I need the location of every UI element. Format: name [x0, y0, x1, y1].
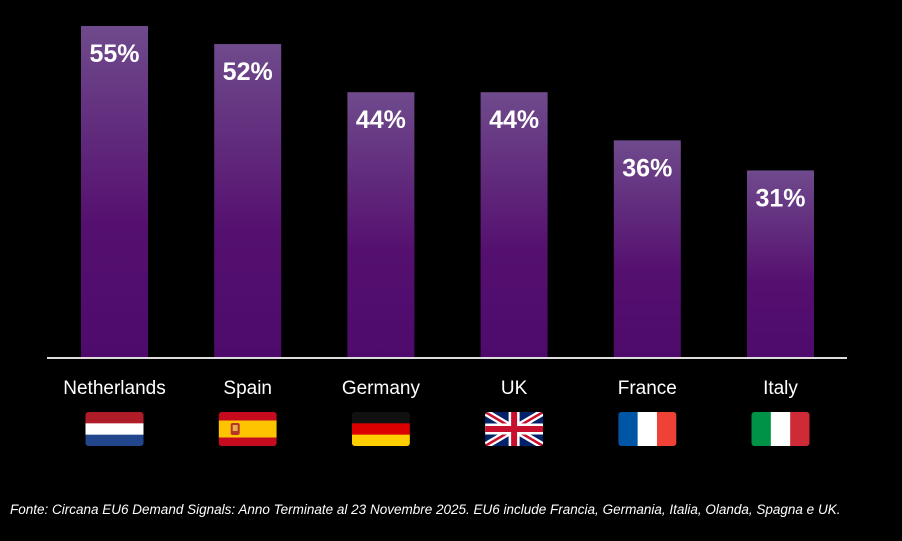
- france-flag-icon: [618, 412, 677, 446]
- data-label: 44%: [489, 106, 539, 134]
- bar-netherlands: [81, 26, 148, 357]
- category-label: France: [618, 378, 677, 399]
- germany-flag-icon: [351, 412, 410, 446]
- data-label: 52%: [223, 58, 273, 86]
- data-label: 36%: [622, 154, 672, 182]
- data-label: 31%: [755, 184, 805, 212]
- netherlands-flag-icon: [85, 412, 144, 446]
- category-label: Netherlands: [63, 378, 165, 399]
- bar-italy: [747, 170, 814, 357]
- source-note: Fonte: Circana EU6 Demand Signals: Anno …: [10, 502, 841, 517]
- uk-flag-icon: [485, 412, 544, 446]
- bar-france: [613, 140, 681, 357]
- bar-uk: [480, 92, 548, 357]
- category-label: Germany: [342, 378, 421, 399]
- bar-spain: [214, 44, 282, 358]
- category-label: Spain: [223, 378, 272, 399]
- spain-flag-icon: [218, 412, 277, 446]
- data-label: 44%: [356, 106, 406, 134]
- category-label: Italy: [763, 378, 798, 399]
- data-label: 55%: [89, 40, 139, 68]
- bar-germany: [347, 92, 415, 357]
- category-label: UK: [501, 378, 528, 399]
- italy-flag-icon: [751, 412, 810, 446]
